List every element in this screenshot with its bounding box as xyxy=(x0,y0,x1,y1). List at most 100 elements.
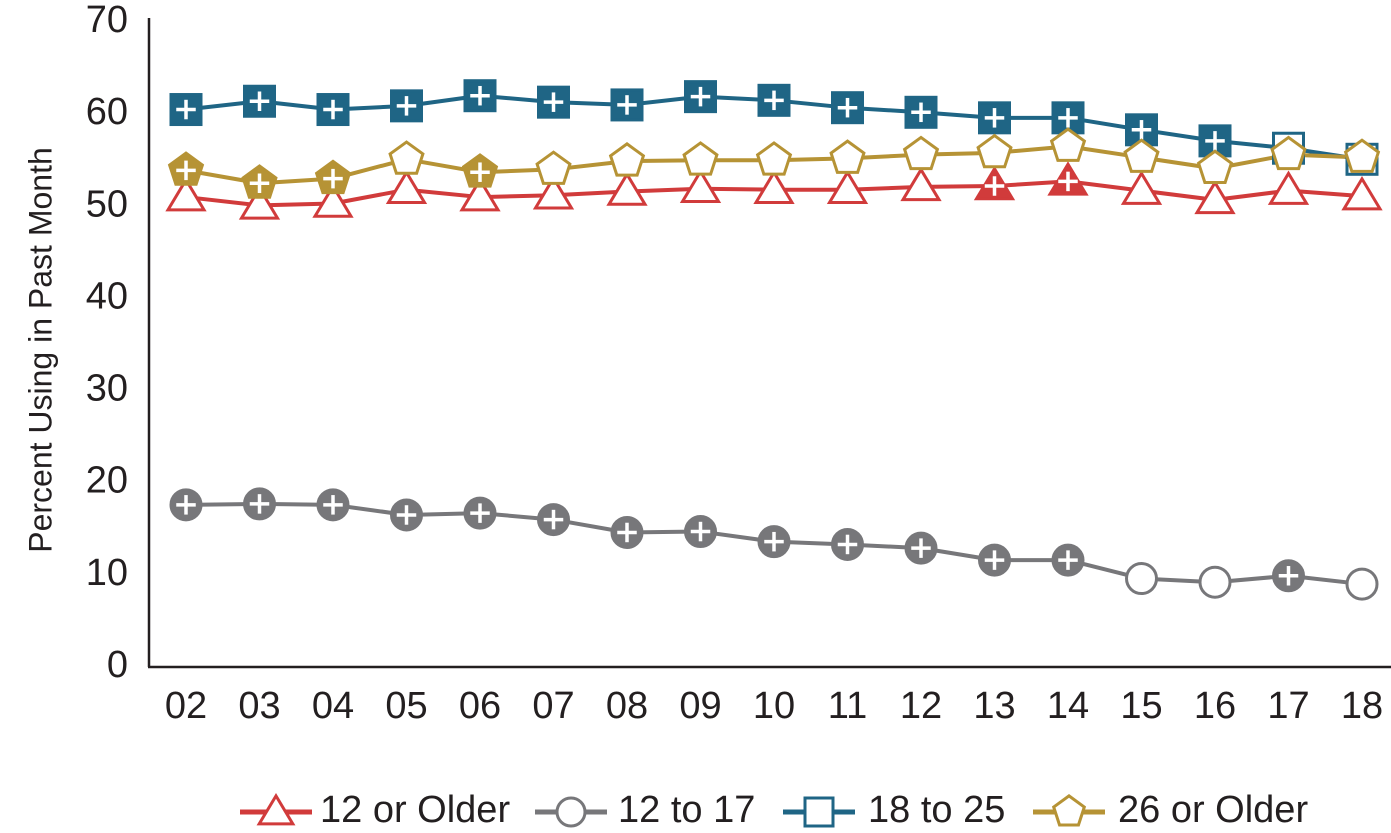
triangle-marker xyxy=(1267,170,1310,205)
significance-plus-icon xyxy=(911,538,931,558)
legend-label: 26 or Older xyxy=(1118,789,1308,831)
data-point xyxy=(755,141,793,176)
data-point xyxy=(169,488,203,522)
data-point xyxy=(1345,567,1379,601)
significance-plus-icon xyxy=(1058,108,1078,128)
x-tick-label: 13 xyxy=(973,685,1015,727)
significance-plus-icon xyxy=(323,495,343,515)
data-point xyxy=(684,515,717,549)
data-point xyxy=(316,488,350,522)
data-point xyxy=(826,169,869,204)
data-point xyxy=(900,166,942,202)
y-tick-label: 30 xyxy=(86,368,128,410)
series-points-3 xyxy=(167,127,1381,199)
data-point xyxy=(537,503,570,537)
significance-plus-icon xyxy=(176,495,196,515)
significance-plus-icon xyxy=(543,509,564,530)
data-point xyxy=(902,135,940,171)
significance-plus-icon xyxy=(1058,171,1078,192)
data-point xyxy=(1198,565,1232,599)
data-point xyxy=(753,169,795,204)
data-point xyxy=(312,183,354,218)
legend-label: 12 or Older xyxy=(320,789,510,831)
y-tick-labels: 0 10 20 30 40 50 60 70 xyxy=(86,0,128,686)
triangle-marker xyxy=(753,169,795,204)
pentagon-marker xyxy=(388,140,425,175)
y-tick-label: 50 xyxy=(86,183,128,225)
triangle-marker xyxy=(459,176,501,212)
x-tick-label: 05 xyxy=(385,685,427,727)
pentagon-marker xyxy=(755,141,793,176)
y-tick-label: 20 xyxy=(86,460,128,502)
significance-plus-icon xyxy=(837,534,858,555)
significance-plus-icon xyxy=(470,85,490,106)
pentagon-marker xyxy=(902,135,940,171)
significance-plus-icon xyxy=(543,92,564,112)
data-point xyxy=(461,153,499,188)
data-point xyxy=(390,498,423,532)
data-point xyxy=(1267,170,1310,205)
y-tick-label: 10 xyxy=(86,552,128,594)
significance-plus-icon xyxy=(249,494,270,514)
triangle-marker xyxy=(900,166,942,202)
data-point xyxy=(238,185,281,220)
legend-label: 18 to 25 xyxy=(868,789,1005,831)
significance-plus-icon xyxy=(396,505,417,525)
significance-plus-icon xyxy=(176,99,196,120)
x-tick-label: 04 xyxy=(312,685,354,727)
circle-marker xyxy=(1198,565,1232,599)
data-point xyxy=(1047,161,1089,196)
data-point xyxy=(385,169,428,204)
pentagon-marker xyxy=(829,139,866,174)
data-point xyxy=(1049,127,1087,162)
data-point xyxy=(169,93,203,127)
square-marker xyxy=(463,79,497,113)
legend-item: 26 or Older xyxy=(1033,789,1308,831)
x-tick-label: 02 xyxy=(165,685,207,727)
data-point xyxy=(537,85,570,119)
pentagon-marker xyxy=(535,150,572,185)
significance-plus-icon xyxy=(249,173,270,193)
data-point xyxy=(1196,149,1234,184)
significance-plus-icon xyxy=(617,522,637,543)
legend: 12 or Older 12 to 17 18 to 25 26 or Older xyxy=(240,789,1308,831)
significance-plus-icon xyxy=(396,96,417,116)
legend-item: 12 or Older xyxy=(240,789,510,831)
data-point xyxy=(606,171,648,206)
data-point xyxy=(978,101,1011,135)
data-point xyxy=(904,95,938,129)
square-marker xyxy=(831,91,864,125)
pentagon-marker xyxy=(1051,794,1087,827)
significance-plus-icon xyxy=(984,550,1005,570)
significance-plus-icon xyxy=(323,99,343,120)
circle-marker xyxy=(1345,567,1379,601)
circle-marker xyxy=(555,796,587,828)
series-markers xyxy=(165,79,1383,601)
data-point xyxy=(1270,135,1307,171)
triangle-marker xyxy=(256,792,296,826)
legend-item: 18 to 25 xyxy=(783,789,1005,831)
pentagon-marker xyxy=(608,142,646,177)
triangle-marker xyxy=(606,171,648,206)
x-tick-label: 08 xyxy=(606,685,648,727)
data-point xyxy=(459,176,501,212)
pentagon-marker xyxy=(682,141,719,176)
data-point xyxy=(610,515,644,549)
data-point xyxy=(904,531,938,565)
significance-plus-icon xyxy=(984,176,1005,196)
data-point xyxy=(463,79,497,113)
data-point xyxy=(241,164,278,199)
data-point xyxy=(610,88,644,122)
data-point xyxy=(831,527,864,561)
pentagon-marker xyxy=(1196,149,1234,184)
data-point xyxy=(757,83,791,117)
data-point xyxy=(684,80,717,114)
triangle-marker xyxy=(238,185,281,220)
triangle-marker xyxy=(826,169,869,204)
data-point xyxy=(243,487,276,521)
data-point xyxy=(976,133,1013,169)
pentagon-marker xyxy=(976,133,1013,169)
significance-plus-icon xyxy=(837,97,858,118)
series-points-1 xyxy=(169,487,1379,601)
